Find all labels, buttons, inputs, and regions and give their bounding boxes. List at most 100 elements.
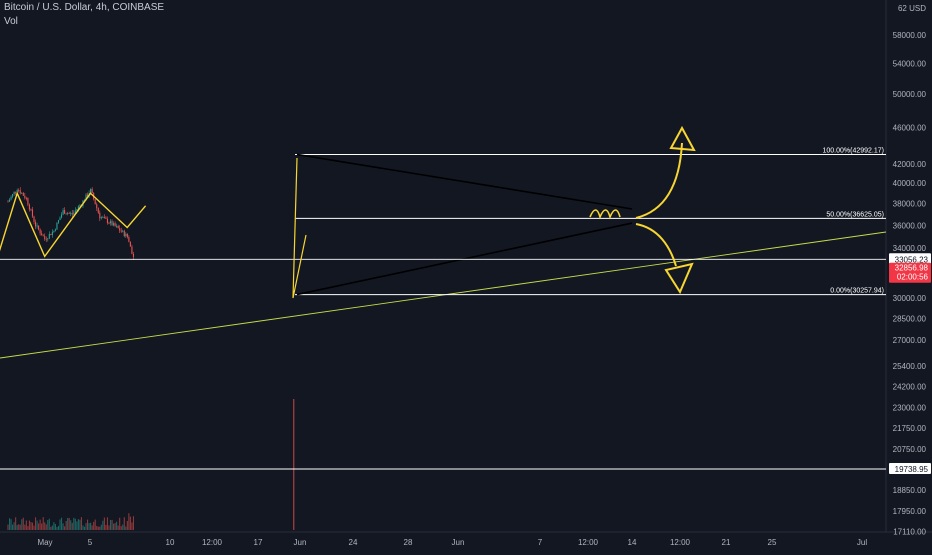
- volume-bar: [126, 520, 128, 530]
- candle-body: [68, 213, 70, 214]
- volume-bar: [99, 526, 101, 530]
- volume-indicator-label[interactable]: Vol: [4, 16, 18, 27]
- volume-bar: [25, 520, 27, 530]
- price-tick-label: 40000.00: [893, 179, 927, 188]
- volume-bar: [10, 519, 12, 530]
- candle-body: [16, 190, 18, 192]
- volume-bar: [42, 517, 44, 530]
- candle-body: [111, 221, 113, 226]
- volume-bar: [44, 522, 46, 530]
- time-tick-label: 17: [254, 538, 263, 547]
- volume-bars: [7, 399, 295, 530]
- candle-body: [53, 230, 55, 232]
- time-tick-label: 25: [768, 538, 777, 547]
- price-line-tag-value: 19738.95: [895, 465, 929, 474]
- time-tick-label: 12:00: [670, 538, 691, 547]
- price-tick-label: 24200.00: [893, 383, 927, 392]
- triangle-lower-line: [296, 222, 633, 296]
- price-tick-label: 25400.00: [893, 362, 927, 371]
- volume-bar: [120, 526, 122, 530]
- volume-bar: [111, 519, 113, 530]
- time-tick-label: 24: [349, 538, 358, 547]
- candle-body: [12, 194, 14, 197]
- candle-body: [73, 212, 75, 215]
- volume-bar: [116, 521, 118, 530]
- volume-bar: [68, 518, 70, 530]
- volume-bar: [123, 517, 125, 530]
- time-tick-label: 12:00: [578, 538, 599, 547]
- fib-level-label: 0.00%(30257.94): [830, 288, 884, 295]
- volume-bar: [103, 517, 105, 530]
- candle-body: [19, 190, 21, 194]
- candle-body: [125, 233, 127, 237]
- volume-bar: [100, 524, 102, 530]
- volume-bar: [105, 524, 107, 530]
- candle-body: [39, 229, 41, 234]
- candle-body: [18, 190, 20, 191]
- volume-bar: [94, 519, 96, 530]
- candle-body: [61, 214, 63, 218]
- candle-body: [22, 193, 24, 196]
- volume-bar: [38, 523, 40, 530]
- candle-body: [33, 216, 35, 222]
- candle-body: [27, 198, 29, 205]
- candle-body: [15, 191, 17, 193]
- volume-bar: [15, 517, 17, 530]
- candle-body: [50, 233, 52, 236]
- volume-bar: [131, 522, 133, 530]
- volume-bar: [54, 524, 56, 530]
- candle-body: [42, 235, 44, 237]
- volume-bar: [65, 520, 67, 530]
- current-price-tag: [889, 262, 931, 283]
- volume-bar: [73, 517, 75, 530]
- triangle-upper-line: [296, 153, 633, 210]
- candle-body: [38, 225, 40, 230]
- candle-body: [77, 206, 79, 210]
- price-tick-label: 34000.00: [893, 244, 927, 253]
- volume-bar: [113, 523, 115, 530]
- volume-bar: [18, 524, 20, 530]
- price-tick-label: 54000.00: [893, 60, 927, 69]
- candle-body: [85, 194, 87, 201]
- price-line-tag-value: 33056.23: [895, 255, 929, 264]
- time-axis: May 5 10 12:00 17 Jun 24 28 Jun 7 12:00 14 12:00 21 25…: [37, 538, 867, 547]
- volume-bar: [87, 519, 89, 530]
- volume-bar: [97, 526, 99, 530]
- volume-bar: [28, 520, 30, 530]
- volume-bar: [83, 526, 86, 530]
- volume-bar: [96, 525, 98, 530]
- candle-body: [132, 253, 135, 257]
- fib-level-label: 50.00%(36625.05): [826, 211, 884, 218]
- price-tick-label: 50000.00: [893, 90, 927, 99]
- price-line-tag: [889, 463, 931, 474]
- volume-bar: [30, 522, 32, 530]
- volume-bar: [12, 524, 14, 530]
- volume-bar: [56, 526, 58, 530]
- volume-bar: [53, 522, 55, 530]
- annotation-impulse: [292, 157, 307, 299]
- volume-bar: [45, 524, 47, 530]
- candle-body: [47, 238, 49, 240]
- price-tick-label: 46000.00: [893, 123, 927, 132]
- candle-body: [113, 223, 115, 226]
- candle-body: [64, 210, 66, 214]
- fib-level-label: 100.00%(42992.17): [823, 147, 885, 154]
- volume-bar: [48, 518, 50, 530]
- candle-body: [120, 230, 122, 232]
- volume-bar: [80, 517, 82, 530]
- time-tick-label: 21: [722, 538, 731, 547]
- price-tick-label: 36000.00: [893, 221, 927, 230]
- candle-body: [106, 218, 108, 223]
- time-tick-label: Jun: [294, 538, 307, 547]
- candle-body: [51, 231, 53, 236]
- candle-body: [87, 194, 89, 197]
- volume-bar: [70, 520, 72, 530]
- volume-bar: [114, 523, 116, 530]
- candle-body: [96, 204, 98, 209]
- price-tick-label: 21750.00: [893, 424, 927, 433]
- volume-bar: [27, 526, 29, 530]
- currency-label[interactable]: 62 USD: [897, 4, 926, 13]
- volume-bar: [93, 521, 95, 530]
